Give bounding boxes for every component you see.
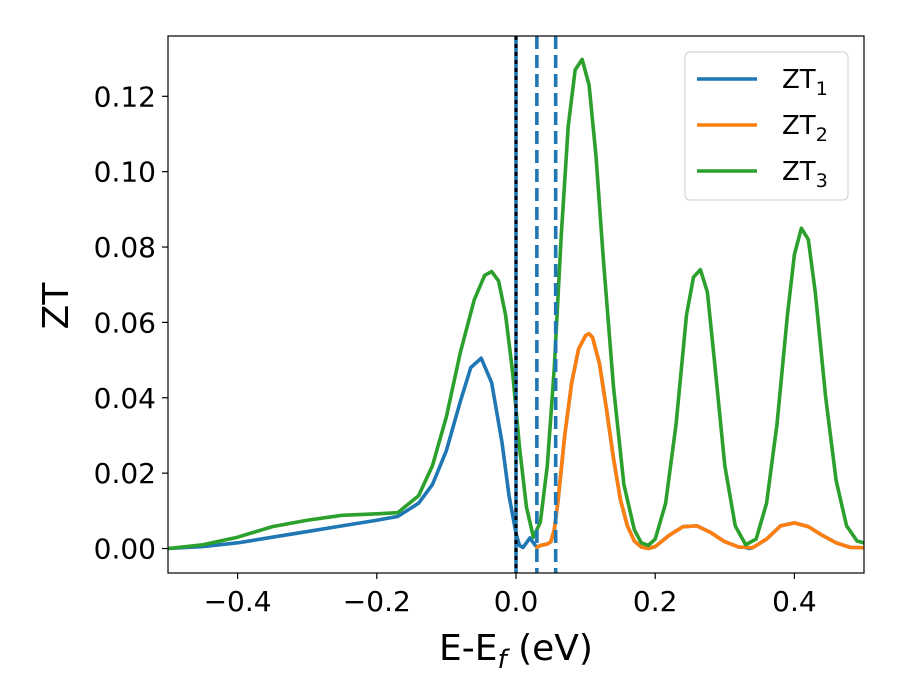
x-tick-label: 0.0 — [494, 585, 539, 618]
legend-box — [684, 51, 849, 201]
y-tick-label: 0.12 — [94, 80, 156, 113]
legend-label-zt3: ZT3 — [782, 157, 828, 192]
y-tick-label: 0.04 — [94, 382, 156, 415]
x-tick-label: 0.2 — [633, 585, 678, 618]
x-axis-label: E-Ef (eV) — [439, 628, 593, 675]
legend-label-zt1: ZT1 — [782, 65, 828, 100]
x-axis-ticks: −0.4 −0.2 0.0 0.2 0.4 — [204, 573, 817, 618]
y-tick-label: 0.08 — [94, 231, 156, 264]
y-tick-label: 0.10 — [94, 156, 156, 189]
plot-lines — [168, 36, 864, 573]
y-tick-label: 0.02 — [94, 457, 156, 490]
y-tick-label: 0.06 — [94, 306, 156, 339]
x-tick-label: 0.4 — [772, 585, 817, 618]
y-axis-label: ZT — [36, 282, 77, 330]
axes-frame — [167, 35, 865, 574]
legend: ZT1 ZT2 ZT3 — [684, 51, 849, 201]
x-tick-label: −0.4 — [204, 585, 272, 618]
legend-label-zt2: ZT2 — [782, 111, 828, 146]
y-tick-label: 0.00 — [94, 533, 156, 566]
series-line-zt3 — [168, 57, 864, 551]
y-axis-ticks: 0.00 0.02 0.04 0.06 0.08 0.10 0.12 — [94, 80, 168, 566]
x-tick-label: −0.2 — [343, 585, 411, 618]
series-line-zt2 — [535, 331, 864, 551]
plot-area — [168, 36, 864, 573]
